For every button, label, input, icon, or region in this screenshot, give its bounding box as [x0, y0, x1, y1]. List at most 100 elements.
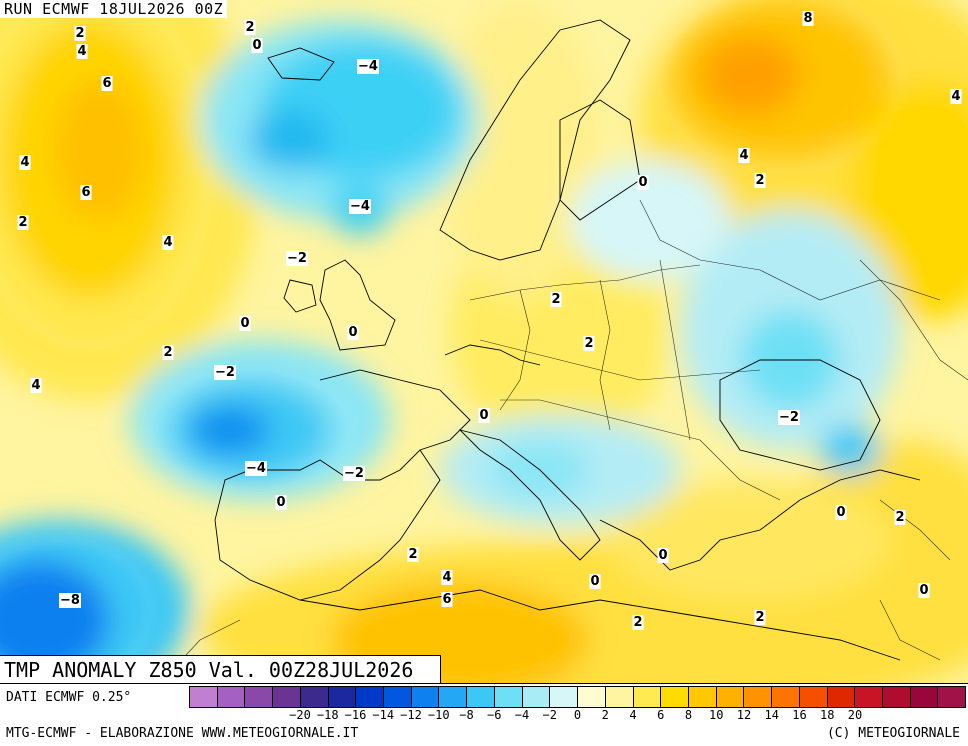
contour-label: 0 [252, 38, 261, 53]
scale-swatch [522, 687, 551, 707]
contour-label: 4 [442, 570, 451, 585]
scale-tick-label: −20 [289, 708, 311, 722]
contour-label-bg [76, 44, 88, 59]
contour-label-bg [162, 235, 174, 250]
scale-swatch [467, 687, 495, 707]
contour-label-bg [245, 461, 267, 476]
scale-tick-label: 10 [709, 708, 724, 722]
contour-label-bg [918, 583, 930, 598]
contour-label: −2 [215, 365, 235, 380]
data-source: DATI ECMWF 0.25° [6, 690, 132, 705]
contour-label: 2 [895, 510, 904, 525]
scale-swatch [827, 687, 856, 707]
contour-label-bg [657, 548, 669, 563]
color-scale-ticks: −20 −18 −16 −14 −12 −10 −8 −6 −4 −2 0 2 4 6 8 10 12 14 16 1… [189, 708, 966, 724]
contour-label-bg [754, 173, 766, 188]
contour-label-bg [59, 593, 81, 608]
scale-tick-label: 18 [820, 708, 835, 722]
contour-label: −4 [358, 59, 378, 74]
contour-label-bg [343, 466, 365, 481]
contour-label: 2 [163, 345, 172, 360]
contour-label: 0 [658, 548, 667, 563]
scale-tick-label: −8 [459, 708, 474, 722]
scale-swatch [744, 687, 773, 707]
contour-label: −4 [246, 461, 266, 476]
scale-tick-label: −10 [427, 708, 450, 722]
scale-swatch [772, 687, 800, 707]
contour-label-bg [478, 408, 490, 423]
copyright: (C) METEOGIORNALE [826, 726, 960, 741]
contour-label-bg [950, 89, 962, 104]
scale-swatch [217, 687, 246, 707]
scale-swatch [882, 687, 911, 707]
scale-swatch [439, 687, 468, 707]
scale-tick-label: 20 [847, 708, 863, 722]
contour-label: 2 [18, 215, 27, 230]
scale-swatch [633, 687, 662, 707]
contour-label: 2 [551, 292, 560, 307]
contour-label-bg [583, 336, 595, 351]
contour-label-bg [637, 175, 649, 190]
scale-swatch [716, 687, 745, 707]
contour-label: 0 [919, 583, 928, 598]
contour-label: −2 [287, 251, 307, 266]
scale-tick-label: 4 [629, 708, 637, 722]
contour-label-bg [244, 20, 256, 35]
contour-label-bg [441, 570, 453, 585]
contour-label: −2 [344, 466, 364, 481]
scale-swatch [300, 687, 329, 707]
contour-label: 2 [408, 547, 417, 562]
scale-swatch [384, 687, 412, 707]
legend-panel: DATI ECMWF 0.25° −20 −18 −16 −14 −12 −10 −8 −6−… [0, 683, 968, 746]
contour-label-bg [738, 148, 750, 163]
contour-label: 2 [755, 610, 764, 625]
contour-label: 4 [31, 378, 40, 393]
contour-label: 4 [163, 235, 172, 250]
contour-label: 0 [836, 505, 845, 520]
scale-swatch [550, 687, 579, 707]
scale-tick-label: −2 [542, 708, 557, 722]
contour-label: 0 [348, 325, 357, 340]
scale-tick-label: −12 [400, 708, 422, 722]
scale-swatch [661, 687, 689, 707]
contour-label-bg [802, 11, 814, 26]
contour-label-bg [80, 185, 92, 200]
country-borders [159, 199, 968, 683]
contour-label: 0 [479, 408, 488, 423]
contour-label-bg [347, 325, 359, 340]
contour-label: 2 [584, 336, 593, 351]
contour-label: −2 [779, 410, 799, 425]
contour-label: −8 [60, 593, 80, 608]
contour-label-bg [357, 59, 379, 74]
contour-label-bg [19, 155, 31, 170]
contour-label: 2 [245, 20, 254, 35]
contour-label-bg [441, 592, 453, 607]
contour-label-bg [162, 345, 174, 360]
scale-swatch [799, 687, 828, 707]
contour-label: 0 [276, 495, 285, 510]
contour-label-bg [778, 410, 800, 425]
contour-label-bg [754, 610, 766, 625]
contour-label-bg [835, 505, 847, 520]
contour-label-bg [550, 292, 562, 307]
color-scale [189, 686, 966, 708]
scale-tick-label: 12 [736, 708, 752, 722]
scale-swatch [273, 687, 301, 707]
scale-tick-label: 16 [792, 708, 807, 722]
contour-label: 4 [951, 89, 960, 104]
contour-label-bg [275, 495, 287, 510]
contour-label-bg [349, 199, 371, 214]
scale-tick-label: −16 [344, 708, 367, 722]
scale-tick-label: 2 [601, 708, 609, 722]
scale-swatch [356, 687, 385, 707]
scale-swatch [910, 687, 939, 707]
coastlines [214, 19, 921, 661]
chart-title: TMP ANOMALY Z850 Val. 00Z28JUL2026 [0, 655, 441, 683]
footer-credit: MTG-ECMWF - ELABORAZIONE WWW.METEOGIORNA… [6, 726, 359, 741]
contour-label: 4 [739, 148, 748, 163]
scale-swatch [411, 687, 440, 707]
contour-label-bg [30, 378, 42, 393]
contour-label-bg [251, 38, 263, 53]
